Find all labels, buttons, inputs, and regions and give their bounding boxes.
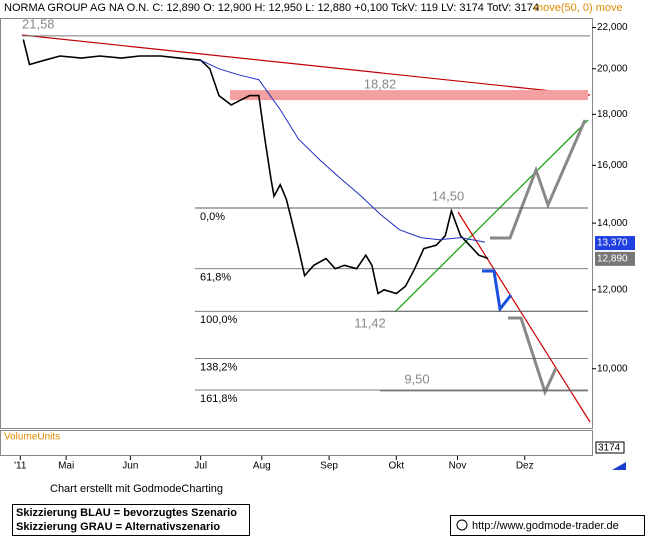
price-line — [22, 39, 489, 295]
y-tick-label: 14,000 — [597, 218, 628, 229]
level-label: 18,82 — [364, 77, 397, 92]
price-tag-label: 12,890 — [597, 254, 628, 265]
price-tag — [595, 236, 635, 251]
level-band — [230, 90, 588, 101]
credit: Chart erstellt mit GodmodeCharting — [50, 483, 223, 495]
legend-blue: Skizzierung BLAU = bevorzugtes Szenario — [16, 507, 237, 519]
fib-label: 138,2% — [200, 361, 238, 373]
copyright-icon — [456, 519, 468, 531]
level-label: 14,50 — [432, 188, 465, 203]
volume-box — [595, 441, 625, 454]
x-tick-label: Sep — [320, 461, 338, 472]
price-tag — [595, 251, 635, 266]
scenario-gray — [508, 316, 558, 397]
legend-box — [12, 504, 250, 536]
header: NORMA GROUP AG NA O.N. C: 12,890 O: 12,9… — [4, 2, 539, 14]
drawings — [21, 34, 591, 423]
fib-label: 61,8% — [200, 272, 231, 284]
y-tick-label: 12,000 — [597, 284, 628, 295]
volume-frame — [0, 430, 593, 456]
y-tick-label: 20,000 — [597, 63, 628, 74]
level-label: 21,58 — [22, 16, 55, 31]
x-tick-label: Jul — [194, 461, 207, 472]
trend-line — [394, 119, 589, 313]
x-tick-label: Mai — [58, 461, 74, 472]
scenario-gray — [490, 119, 587, 240]
volume-label: VolumeUnits — [4, 432, 60, 443]
legend-gray: Skizzierung GRAU = Alternativszenario — [16, 521, 220, 533]
price-tag-label: 13,370 — [597, 238, 628, 249]
volume-value: 3174 — [598, 443, 621, 454]
x-tick-label: Okt — [389, 461, 405, 472]
level-label: 11,42 — [354, 316, 386, 331]
trend-line — [21, 34, 591, 96]
y-tick-label: 18,000 — [597, 109, 628, 120]
x-tick-label: Nov — [449, 461, 467, 472]
fib-label: 100,0% — [200, 314, 238, 326]
header-indicator: move(50, 0) move — [534, 2, 623, 14]
y-tick-label: 16,000 — [597, 160, 628, 171]
price-line — [200, 59, 486, 243]
x-tick-label: Aug — [253, 461, 271, 472]
fib-label: 161,8% — [200, 393, 238, 405]
url-box — [450, 515, 645, 536]
x-tick-label: '11 — [14, 461, 27, 472]
y-tick-label: 10,000 — [597, 363, 628, 374]
trend-line — [457, 211, 591, 423]
x-tick-label: Jun — [122, 461, 138, 472]
y-tick-label: 22,000 — [597, 22, 628, 33]
level-label: 9,50 — [404, 371, 429, 386]
fib-label: 0,0% — [200, 211, 225, 223]
x-tick-label: Dez — [516, 461, 534, 472]
url[interactable]: http://www.godmode-trader.de — [472, 520, 619, 532]
nav-icon[interactable] — [612, 462, 626, 470]
scenario-blue — [482, 269, 513, 313]
